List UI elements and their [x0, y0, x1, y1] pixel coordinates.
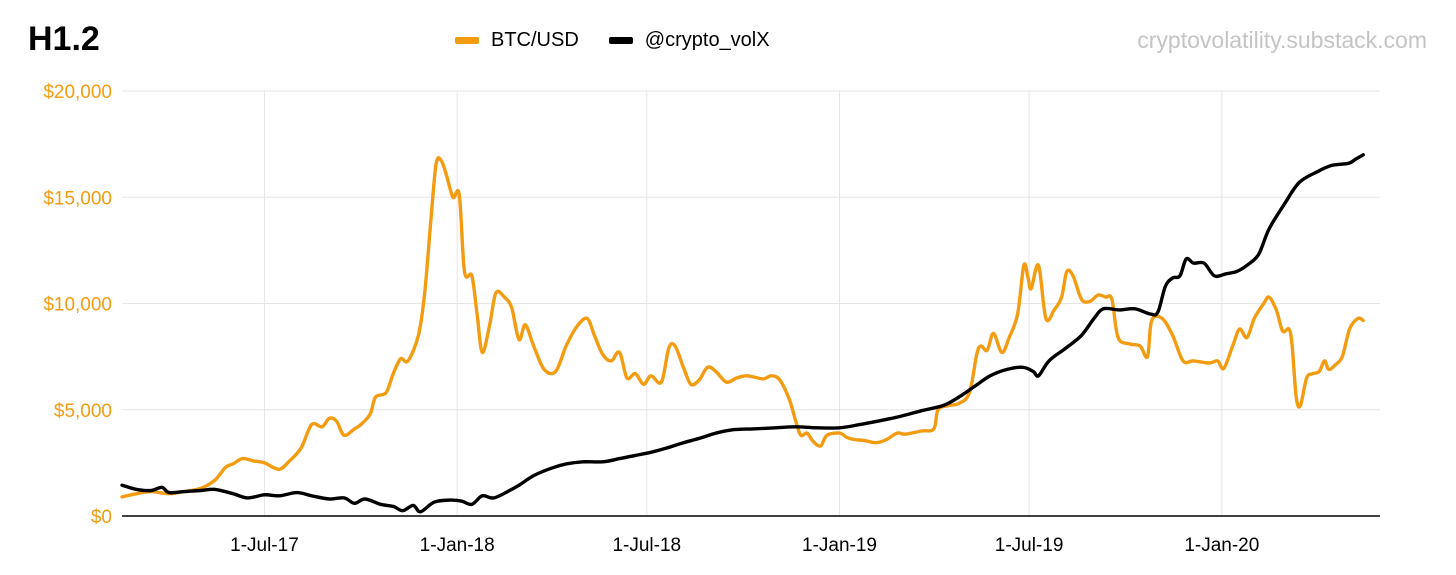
y-tick-label: $5,000 [54, 401, 112, 422]
legend-label-btc: BTC/USD [491, 29, 579, 51]
x-tick-label: 1-Jul-17 [230, 535, 299, 556]
legend-label-volx: @crypto_volX [644, 29, 770, 51]
legend-item-volx: @crypto_volX [608, 29, 770, 52]
legend-item-btc: BTC/USD [455, 29, 579, 52]
grid-layer [122, 90, 1380, 516]
x-tick-label: 1-Jan-20 [1184, 535, 1259, 556]
axis-layer: $0 $5,000 $10,000 $15,000 $20,000 1-Jul-17 1-J… [43, 82, 1380, 556]
y-tick-label: $0 [91, 507, 112, 528]
legend-swatch-btc [455, 37, 479, 44]
chart-title: H1.2 [28, 20, 100, 58]
legend-swatch-volx [608, 37, 633, 44]
series-layer [120, 153, 1365, 514]
y-tick-label: $20,000 [43, 82, 112, 103]
y-tick-label: $15,000 [43, 188, 112, 209]
btc-usd-series-line [120, 156, 1365, 499]
source-watermark: cryptovolatility.substack.com [1137, 27, 1427, 53]
chart-legend: BTC/USD @crypto_volX [455, 29, 770, 52]
crypto-volx-series-line [120, 153, 1365, 514]
x-tick-label: 1-Jul-18 [612, 535, 681, 556]
x-tick-label: 1-Jul-19 [995, 535, 1064, 556]
y-tick-label: $10,000 [43, 295, 112, 316]
x-tick-label: 1-Jan-19 [802, 535, 877, 556]
x-tick-label: 1-Jan-18 [420, 535, 495, 556]
